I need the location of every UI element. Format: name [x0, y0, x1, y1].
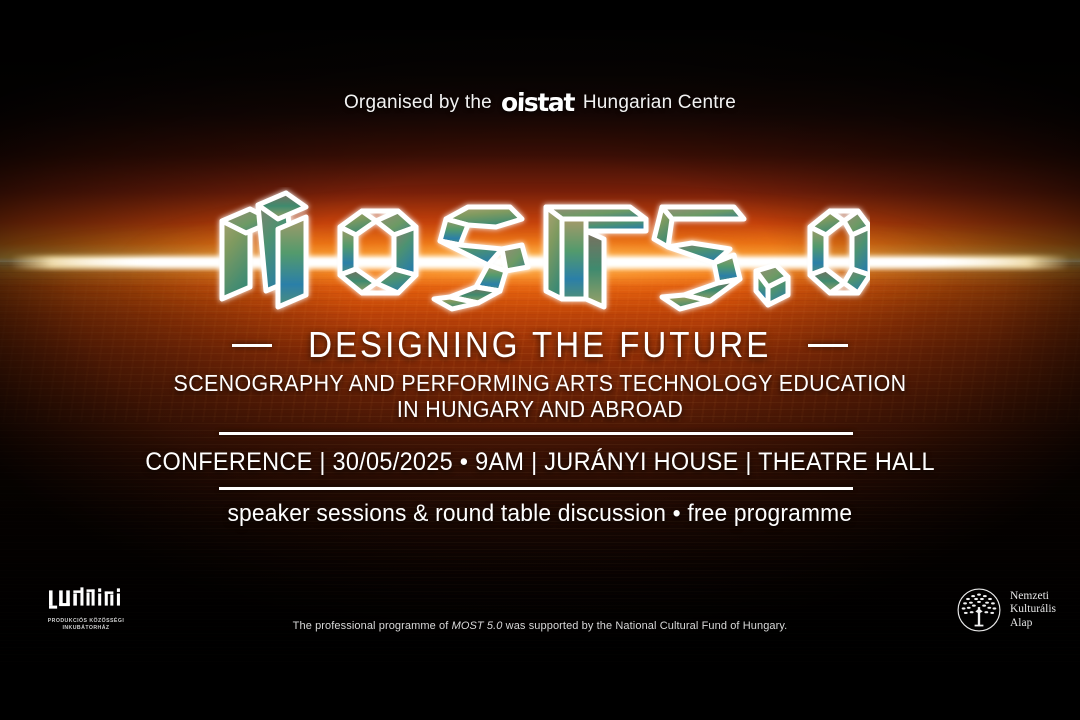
letterbox-bar-top — [0, 0, 1080, 30]
background-scene — [0, 30, 1080, 665]
juranyi-logo: PRODUKCIÓS KÖZÖSSÉGI INKUBÁTORHÁZ — [38, 583, 134, 632]
subtitle-line-1: SCENOGRAPHY AND PERFORMING ARTS TECHNOLO… — [173, 370, 907, 396]
nka-line-3: Alap — [1010, 616, 1033, 629]
juranyi-wordmark-icon — [49, 587, 120, 609]
funding-credit: The professional programme of MOST 5.0 w… — [0, 620, 1080, 632]
juranyi-subtitle-line-2: INKUBÁTORHÁZ — [62, 625, 110, 631]
funding-credit-title: MOST 5.0 — [451, 620, 503, 632]
tagline-dash-left — [232, 343, 273, 347]
tagline-dash-right — [807, 343, 848, 347]
conference-details-text: CONFERENCE | 30/05/2025 • 9AM | JURÁNYI … — [145, 448, 935, 476]
organiser-suffix: Hungarian Centre — [582, 91, 737, 113]
conference-details: CONFERENCE | 30/05/2025 • 9AM | JURÁNYI … — [0, 448, 1080, 477]
programme-info: speaker sessions & round table discussio… — [0, 500, 1080, 528]
programme-info-text: speaker sessions & round table discussio… — [227, 500, 853, 527]
nka-tree-emblem-icon — [957, 588, 1001, 632]
letterbox-bar-bottom — [0, 665, 1080, 720]
subtitle-line-2: IN HUNGARY AND ABROAD — [396, 396, 684, 422]
juranyi-subtitle-line-1: PRODUKCIÓS KÖZÖSSÉGI — [47, 618, 125, 624]
juranyi-subtitle: PRODUKCIÓS KÖZÖSSÉGI INKUBÁTORHÁZ — [38, 618, 134, 632]
oistat-logo: oistat — [500, 88, 575, 117]
divider-rule-top — [219, 432, 853, 435]
funding-credit-before: The professional programme of — [292, 620, 449, 632]
horizon-glow-highlight — [40, 259, 1040, 265]
nka-line-2: Kulturális — [1010, 603, 1056, 616]
organiser-prefix: Organised by the — [343, 91, 492, 113]
subtitle-block: SCENOGRAPHY AND PERFORMING ARTS TECHNOLO… — [0, 370, 1080, 422]
nka-wordmark: Nemzeti Kulturális Alap — [1010, 590, 1056, 631]
ground-vignette — [0, 262, 1080, 665]
nka-logo: Nemzeti Kulturális Alap — [957, 588, 1056, 632]
organiser-line: Organised by the oistat Hungarian Centre — [0, 88, 1080, 117]
sky-vignette — [0, 30, 1080, 262]
main-title-artwork — [219, 190, 870, 312]
funding-credit-after: was supported by the National Cultural F… — [505, 620, 788, 632]
main-title — [0, 186, 1080, 318]
tagline-row: DESIGNING THE FUTURE — [0, 324, 1080, 366]
nka-line-1: Nemzeti — [1010, 589, 1049, 602]
tagline-text: DESIGNING THE FUTURE — [308, 324, 772, 365]
divider-rule-bottom — [219, 487, 853, 490]
